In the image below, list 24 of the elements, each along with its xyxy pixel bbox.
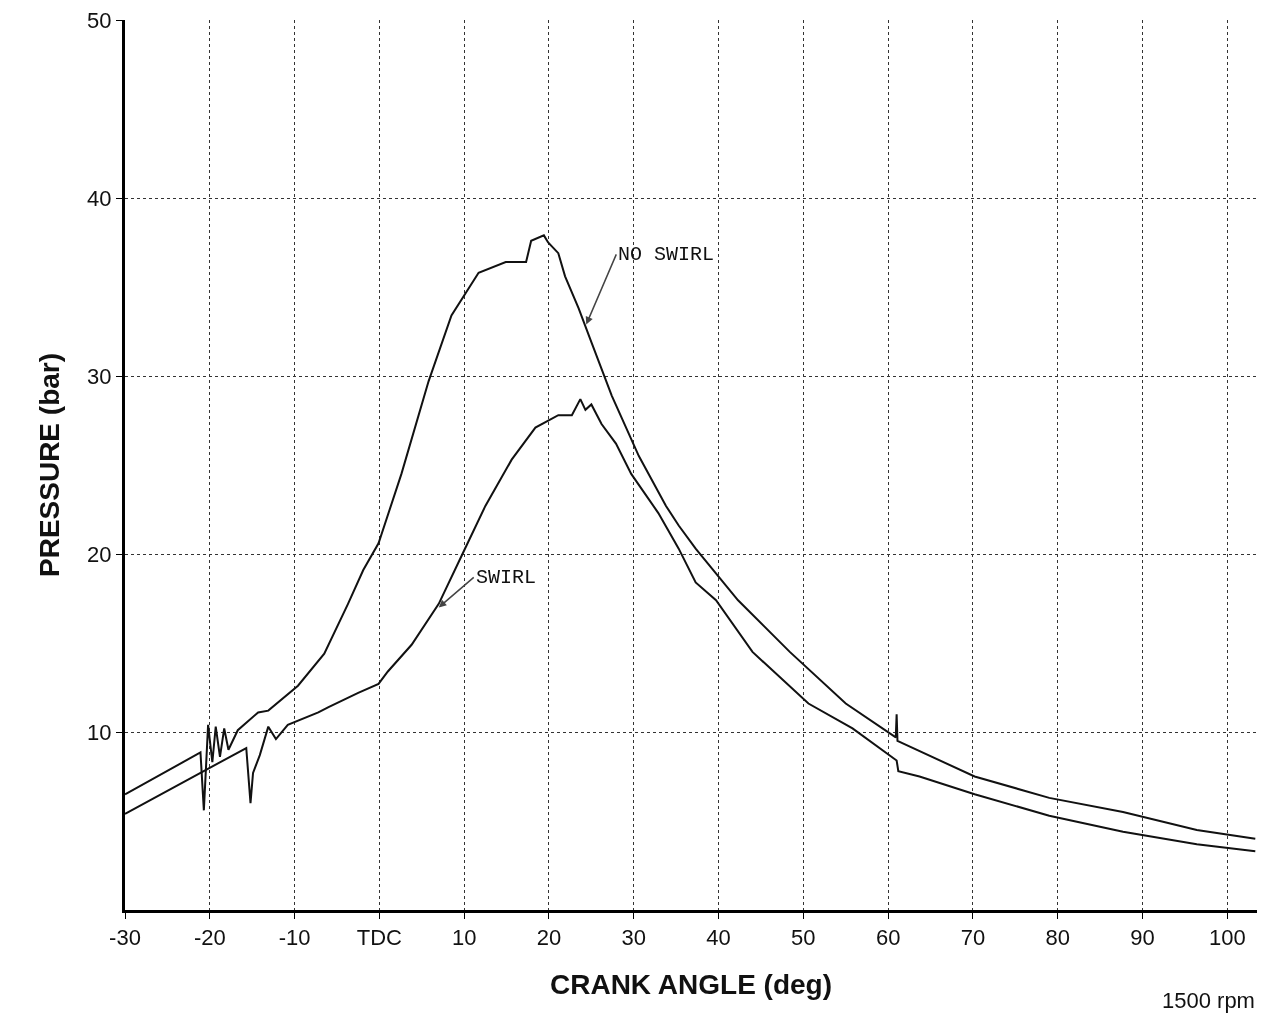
x-tick-label: 100 — [1208, 925, 1246, 951]
y-tick-label: 20 — [87, 541, 112, 567]
y-tick-label: 10 — [87, 719, 112, 745]
y-axis-title: PRESSURE (bar) — [33, 352, 65, 578]
annotation: NO SWIRL — [618, 243, 715, 266]
x-tick-label: 40 — [706, 925, 731, 951]
x-tick-label: 70 — [960, 925, 986, 951]
y-tick-label: 30 — [87, 363, 112, 389]
x-tick-label: 60 — [875, 925, 901, 951]
annotation: SWIRL — [476, 566, 537, 589]
x-tick-label: -10 — [278, 925, 311, 951]
y-tick-label: 50 — [87, 7, 112, 33]
text: 1500 rpm — [1162, 988, 1255, 1013]
x-tick-label: 50 — [791, 925, 816, 951]
x-tick-label: 90 — [1130, 925, 1155, 951]
x-tick-label: 20 — [536, 925, 562, 951]
y-tick-label: 40 — [87, 185, 112, 211]
x-axis-title: CRANK ANGLE (deg) — [549, 968, 833, 1000]
x-tick-label: TDC — [356, 925, 403, 951]
x-tick-label: -20 — [193, 925, 226, 951]
x-tick-label: 80 — [1045, 925, 1070, 951]
x-tick-label: 30 — [621, 925, 646, 951]
x-tick-label: -30 — [109, 925, 141, 951]
x-tick-label: 10 — [451, 925, 477, 951]
